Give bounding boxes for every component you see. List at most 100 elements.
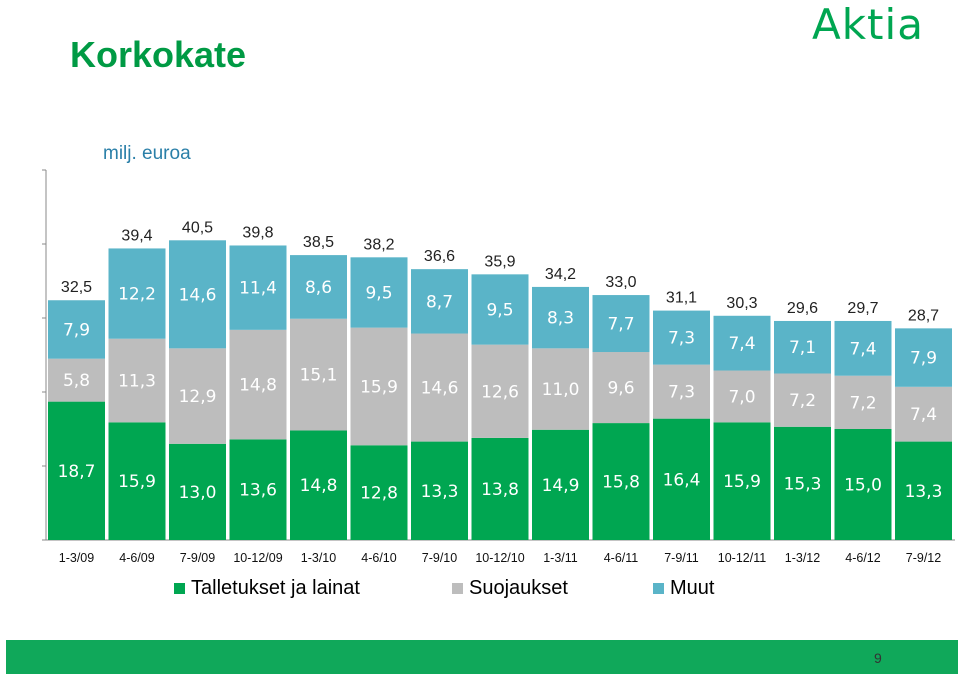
- stacked-bar-chart: 18,7 5,8 7,9 32,5 1-3/09 15,9 11,3 12,2 39,4 4-6/…: [42, 169, 955, 565]
- bar-segment-muut-7: [471, 274, 529, 345]
- data-label-suojaukset-10: 7,3: [668, 383, 695, 403]
- data-label-talletukset-9: 15,8: [602, 473, 640, 493]
- bar-segment-talletukset-9: [592, 423, 650, 540]
- data-label-talletukset-2: 13,0: [179, 483, 217, 503]
- labels-group: 18,7 5,8 7,9 32,5 1-3/09 15,9 11,3 12,2 39,4 4-6/…: [58, 219, 943, 565]
- bars-group: [48, 240, 952, 540]
- data-label-suojaukset-12: 7,2: [789, 391, 816, 411]
- data-label-suojaukset-13: 7,2: [849, 393, 876, 413]
- bar-segment-suojaukset-14: [895, 386, 952, 442]
- legend-label-suojaukset: Suojaukset: [469, 577, 568, 599]
- data-label-suojaukset-0: 5,8: [63, 371, 90, 391]
- data-label-muut-5: 9,5: [365, 283, 392, 303]
- bar-segment-talletukset-14: [895, 441, 952, 540]
- bar-segment-talletukset-10: [653, 418, 710, 540]
- bar-segment-talletukset-1: [108, 422, 166, 540]
- data-label-muut-6: 8,7: [426, 292, 453, 312]
- data-label-muut-11: 7,4: [728, 334, 755, 354]
- data-label-talletukset-1: 15,9: [118, 472, 156, 492]
- total-label-5: 38,2: [363, 236, 394, 253]
- bar-segment-talletukset-11: [713, 422, 771, 540]
- legend-label-muut: Muut: [670, 577, 715, 599]
- bar-segment-muut-4: [290, 255, 347, 319]
- bar-segment-muut-8: [532, 286, 589, 349]
- data-label-suojaukset-8: 11,0: [542, 380, 580, 400]
- bar-segment-muut-11: [713, 315, 771, 371]
- legend-item-suojaukset: Suojaukset: [452, 577, 568, 600]
- data-label-muut-9: 7,7: [607, 315, 634, 335]
- bar-segment-suojaukset-13: [834, 375, 892, 429]
- bar-segment-muut-13: [834, 320, 892, 376]
- x-tick-label-12: 1-3/12: [785, 551, 820, 565]
- bar-segment-talletukset-12: [774, 426, 831, 540]
- bar-segment-suojaukset-10: [653, 364, 710, 419]
- data-label-talletukset-13: 15,0: [844, 476, 882, 496]
- total-label-11: 30,3: [726, 295, 757, 312]
- total-label-4: 38,5: [303, 234, 334, 251]
- bar-segment-suojaukset-11: [713, 370, 771, 423]
- legend-item-talletukset: Talletukset ja lainat: [174, 577, 360, 600]
- data-label-talletukset-14: 13,3: [905, 482, 943, 502]
- data-label-suojaukset-2: 12,9: [179, 387, 217, 407]
- data-label-talletukset-8: 14,9: [542, 476, 580, 496]
- data-label-talletukset-3: 13,6: [239, 481, 277, 501]
- bar-segment-suojaukset-2: [169, 348, 226, 444]
- x-tick-label-3: 10-12/09: [233, 551, 282, 565]
- data-label-talletukset-5: 12,8: [360, 484, 398, 504]
- x-tick-label-9: 4-6/11: [604, 551, 639, 565]
- total-label-8: 34,2: [545, 266, 576, 283]
- bar-segment-muut-10: [653, 310, 710, 365]
- bar-segment-suojaukset-3: [229, 329, 287, 440]
- bar-segment-suojaukset-1: [108, 338, 166, 423]
- data-label-suojaukset-3: 14,8: [239, 376, 277, 396]
- total-label-7: 35,9: [484, 253, 515, 270]
- data-label-suojaukset-14: 7,4: [910, 405, 937, 425]
- data-label-suojaukset-4: 15,1: [300, 366, 338, 386]
- bar-segment-suojaukset-9: [592, 352, 650, 424]
- x-tick-label-1: 4-6/09: [119, 551, 154, 565]
- bar-segment-suojaukset-6: [411, 333, 468, 442]
- page-number: 9: [874, 650, 882, 666]
- x-tick-label-14: 7-9/12: [906, 551, 941, 565]
- data-label-muut-8: 8,3: [547, 309, 574, 329]
- data-label-suojaukset-11: 7,0: [728, 387, 755, 407]
- bar-segment-muut-12: [774, 320, 831, 374]
- data-label-muut-4: 8,6: [305, 278, 332, 298]
- bar-segment-talletukset-3: [229, 439, 287, 540]
- total-label-3: 39,8: [242, 224, 273, 241]
- data-label-suojaukset-1: 11,3: [118, 372, 156, 392]
- bar-segment-muut-9: [592, 295, 650, 353]
- bar-segment-talletukset-0: [48, 401, 105, 540]
- legend-swatch-suojaukset: [452, 583, 463, 594]
- bar-segment-talletukset-13: [834, 429, 892, 540]
- bar-segment-muut-0: [48, 300, 105, 359]
- legend-item-muut: Muut: [653, 577, 714, 600]
- bar-segment-suojaukset-7: [471, 344, 529, 438]
- data-label-muut-12: 7,1: [789, 338, 816, 358]
- x-tick-label-2: 7-9/09: [180, 551, 215, 565]
- data-label-muut-1: 12,2: [118, 285, 156, 305]
- bar-segment-talletukset-5: [350, 445, 408, 540]
- bar-segment-suojaukset-12: [774, 373, 831, 427]
- x-tick-label-4: 1-3/10: [301, 551, 336, 565]
- data-label-talletukset-7: 13,8: [481, 480, 519, 500]
- bar-segment-muut-1: [108, 248, 166, 339]
- bar-segment-suojaukset-5: [350, 327, 408, 446]
- bar-segment-muut-14: [895, 328, 952, 387]
- data-label-suojaukset-9: 9,6: [607, 379, 634, 399]
- total-label-2: 40,5: [182, 219, 213, 236]
- y-axis-ticks: [42, 169, 46, 541]
- bar-segment-talletukset-6: [411, 441, 468, 540]
- data-label-muut-3: 11,4: [239, 279, 277, 299]
- data-label-muut-2: 14,6: [179, 285, 217, 305]
- bar-segment-talletukset-2: [169, 443, 226, 540]
- data-label-talletukset-11: 15,9: [723, 472, 761, 492]
- total-label-6: 36,6: [424, 248, 455, 265]
- bar-segment-muut-2: [169, 240, 226, 349]
- data-label-muut-14: 7,9: [910, 349, 937, 369]
- total-label-12: 29,6: [787, 300, 818, 317]
- data-label-suojaukset-6: 14,6: [421, 379, 459, 399]
- x-tick-label-11: 10-12/11: [718, 551, 766, 565]
- x-tick-label-0: 1-3/09: [59, 551, 94, 565]
- legend-swatch-talletukset: [174, 583, 185, 594]
